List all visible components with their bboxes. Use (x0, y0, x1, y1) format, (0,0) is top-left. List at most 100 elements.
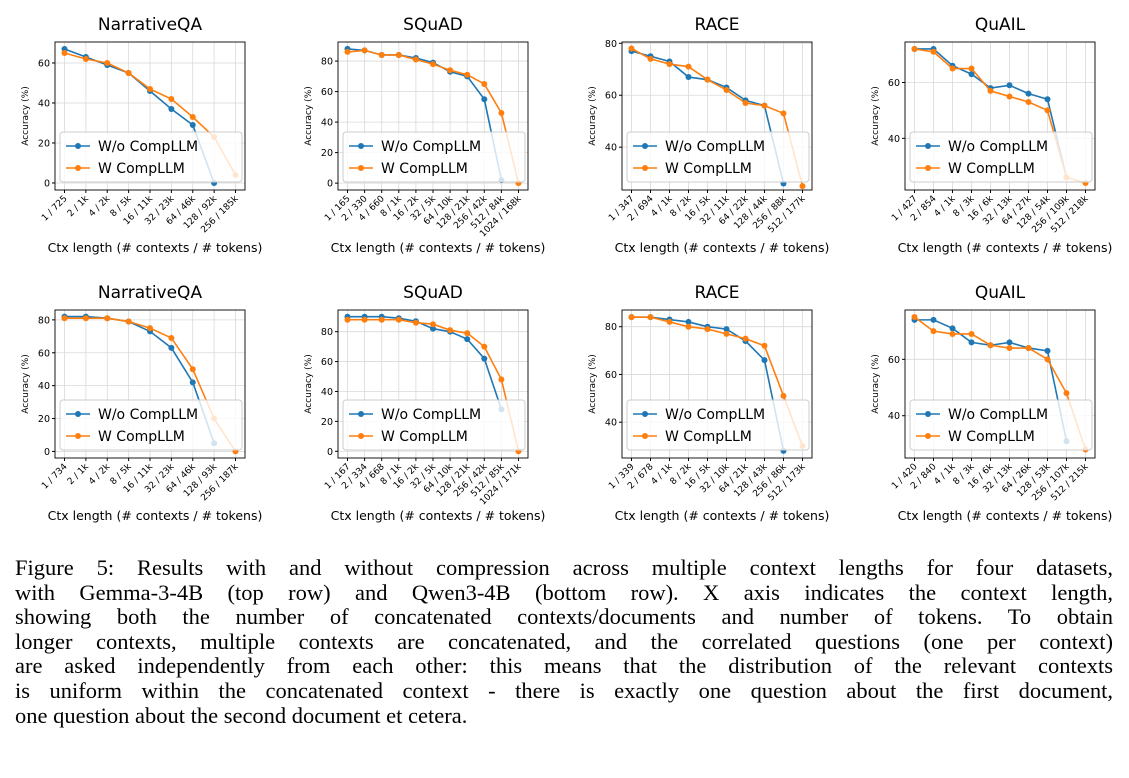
chart-title: NarrativeQA (98, 283, 203, 303)
legend-label: W/o CompLLM (98, 407, 198, 423)
legend-box (342, 399, 526, 451)
y-tick-label: 60 (888, 355, 900, 366)
legend-box (626, 399, 810, 451)
data-point (704, 326, 711, 333)
x-tick-label: 2 / 1k (66, 461, 92, 487)
y-axis-label: Accuracy (%) (588, 354, 598, 414)
data-point (949, 330, 956, 337)
caption-line: with Gemma-3-4B (top row) and Qwen3-4B (… (15, 579, 1113, 605)
data-point (1006, 339, 1013, 346)
x-axis-label: Ctx length (# contexts / # tokens) (331, 240, 546, 255)
data-point (761, 342, 768, 349)
caption-line: one question about the second document e… (15, 702, 468, 728)
legend-box (59, 399, 243, 451)
data-point (168, 344, 175, 351)
plot-frame (621, 41, 813, 191)
chart-title: SQuAD (403, 15, 463, 35)
y-tick-label: 60 (605, 91, 617, 102)
legend-box (909, 131, 1093, 183)
y-tick-label: 60 (888, 78, 900, 89)
data-point (1063, 390, 1070, 397)
legend-marker (642, 143, 648, 149)
legend-label: W/o CompLLM (948, 407, 1048, 423)
y-tick-label: 60 (321, 87, 333, 98)
x-tick-label: 1 / 734 (40, 462, 70, 492)
data-point (1044, 107, 1051, 114)
data-point (1025, 99, 1032, 106)
caption-line: is uniform within the concatenated conte… (15, 677, 1113, 703)
data-point (147, 325, 153, 332)
legend-label: W CompLLM (381, 429, 468, 445)
x-axis-label: Ctx length (# contexts / # tokens) (48, 240, 263, 255)
x-tick-label: 4 / 2k (87, 193, 113, 219)
legend-box (909, 399, 1093, 451)
data-point (968, 339, 975, 346)
legend-label: W CompLLM (665, 429, 752, 445)
data-point (464, 336, 471, 343)
y-tick-label: 0 (44, 179, 50, 190)
y-tick-label: 80 (38, 315, 50, 326)
legend-label: W/o CompLLM (381, 407, 481, 423)
legend-marker (925, 165, 931, 171)
x-tick-label: 1 / 725 (40, 194, 69, 223)
legend-marker (925, 433, 931, 439)
data-point (723, 330, 730, 337)
plot-frame (54, 309, 246, 459)
chart-title: RACE (694, 283, 739, 303)
data-point (168, 106, 175, 112)
legend-marker (925, 411, 931, 417)
data-point (930, 48, 937, 55)
data-point (930, 328, 937, 335)
x-tick-label: 2 / 1k (66, 193, 92, 219)
legend-marker (75, 165, 81, 171)
legend-marker (642, 433, 648, 439)
y-axis-label: Accuracy (%) (871, 86, 881, 146)
data-point (742, 335, 749, 342)
data-point (723, 87, 730, 94)
y-tick-label: 20 (321, 148, 333, 159)
y-tick-label: 40 (605, 418, 617, 429)
data-point (430, 61, 436, 68)
y-axis-label: Accuracy (%) (21, 354, 31, 414)
data-point (481, 355, 488, 362)
chart-title: SQuAD (403, 283, 463, 303)
legend-label: W CompLLM (665, 161, 752, 177)
data-point (344, 316, 351, 323)
data-point (168, 96, 175, 102)
data-point (968, 71, 975, 78)
data-point (361, 47, 368, 54)
legend-label: W/o CompLLM (381, 139, 481, 155)
x-tick-label: 4 / 2k (87, 461, 113, 487)
data-point (685, 63, 692, 70)
caption: Figure 5: Results with and without compr… (15, 555, 1113, 728)
data-point (464, 71, 471, 78)
data-point (949, 65, 956, 72)
plot-frame (54, 41, 246, 191)
legend-marker (925, 143, 931, 149)
data-point (987, 87, 994, 94)
chart-title: NarrativeQA (98, 15, 203, 35)
data-point (930, 316, 937, 323)
chart-title: QuAIL (975, 15, 1026, 35)
legend-marker (75, 411, 81, 417)
caption-line: Figure 5: Results with and without compr… (15, 555, 1113, 580)
legend-label: W/o CompLLM (665, 407, 765, 423)
y-tick-label: 80 (321, 327, 333, 338)
data-point (61, 50, 68, 56)
y-tick-label: 60 (321, 357, 333, 368)
data-point (430, 321, 436, 328)
y-tick-label: 40 (38, 381, 50, 392)
y-tick-label: 60 (38, 59, 50, 70)
legend-box (342, 131, 526, 183)
legend-label: W CompLLM (948, 429, 1035, 445)
y-axis-label: Accuracy (%) (588, 86, 598, 146)
data-point (361, 316, 368, 323)
x-axis-label: Ctx length (# contexts / # tokens) (615, 508, 830, 523)
data-point (628, 314, 635, 321)
